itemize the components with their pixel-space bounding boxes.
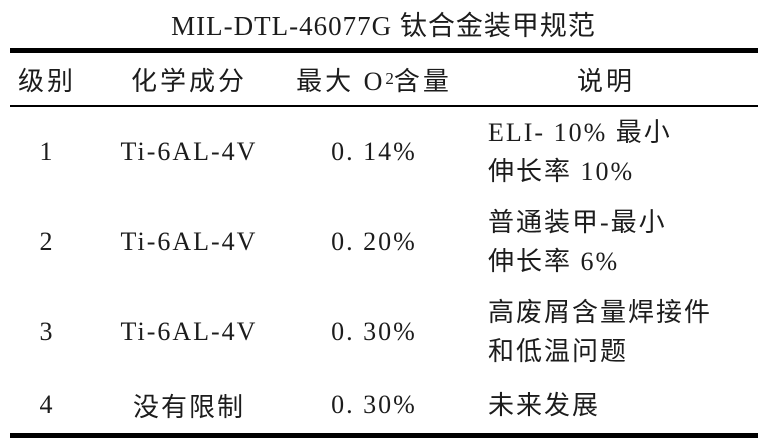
table-row: 3 Ti-6AL-4V 0. 30% 高废屑含量焊接件 和低温问题 (10, 287, 758, 377)
composition-cell: Ti-6AL-4V (120, 227, 258, 256)
description-line: 高废屑含量焊接件 (488, 298, 713, 327)
description-line: ELI- 10% 最小 (488, 118, 672, 147)
table-row: 4 没有限制 0. 30% 未来发展 (10, 377, 758, 433)
description-line: 未来发展 (488, 390, 601, 420)
table-title: MIL-DTL-46077G 钛合金装甲规范 (171, 11, 596, 41)
description-cell: 未来发展 (454, 377, 758, 433)
table-row: 2 Ti-6AL-4V 0. 20% 普通装甲-最小 伸长率 6% (10, 197, 758, 287)
max-o2-cell: 0. 30% (331, 390, 417, 419)
composition-cell: 没有限制 (132, 392, 245, 422)
description-cell: 普通装甲-最小 伸长率 6% (454, 197, 758, 287)
column-header-description: 说明 (576, 66, 635, 96)
description-cell: 高废屑含量焊接件 和低温问题 (454, 287, 758, 377)
description-cell: ELI- 10% 最小 伸长率 10% (454, 107, 758, 197)
grade-cell: 2 (39, 227, 55, 256)
grade-cell: 4 (39, 390, 55, 419)
grade-cell: 1 (39, 137, 55, 166)
description-line: 伸长率 6% (488, 247, 620, 276)
table-row: 1 Ti-6AL-4V 0. 14% ELI- 10% 最小 伸长率 10% (10, 107, 758, 197)
column-header-grade: 级别 (17, 66, 76, 96)
description-line: 普通装甲-最小 (488, 208, 667, 237)
composition-cell: Ti-6AL-4V (120, 137, 258, 166)
max-o2-cell: 0. 20% (331, 227, 417, 256)
column-header-composition: 化学成分 (130, 66, 247, 96)
max-o2-cell: 0. 14% (331, 137, 417, 166)
description-line: 伸长率 10% (488, 157, 635, 186)
max-o2-cell: 0. 30% (331, 317, 417, 346)
max-o2-label-prefix: 最大 O (296, 66, 386, 96)
max-o2-label-suffix: 含量 (393, 66, 452, 96)
composition-cell: Ti-6AL-4V (120, 317, 258, 346)
description-line: 和低温问题 (488, 337, 629, 366)
grade-cell: 3 (39, 317, 55, 346)
